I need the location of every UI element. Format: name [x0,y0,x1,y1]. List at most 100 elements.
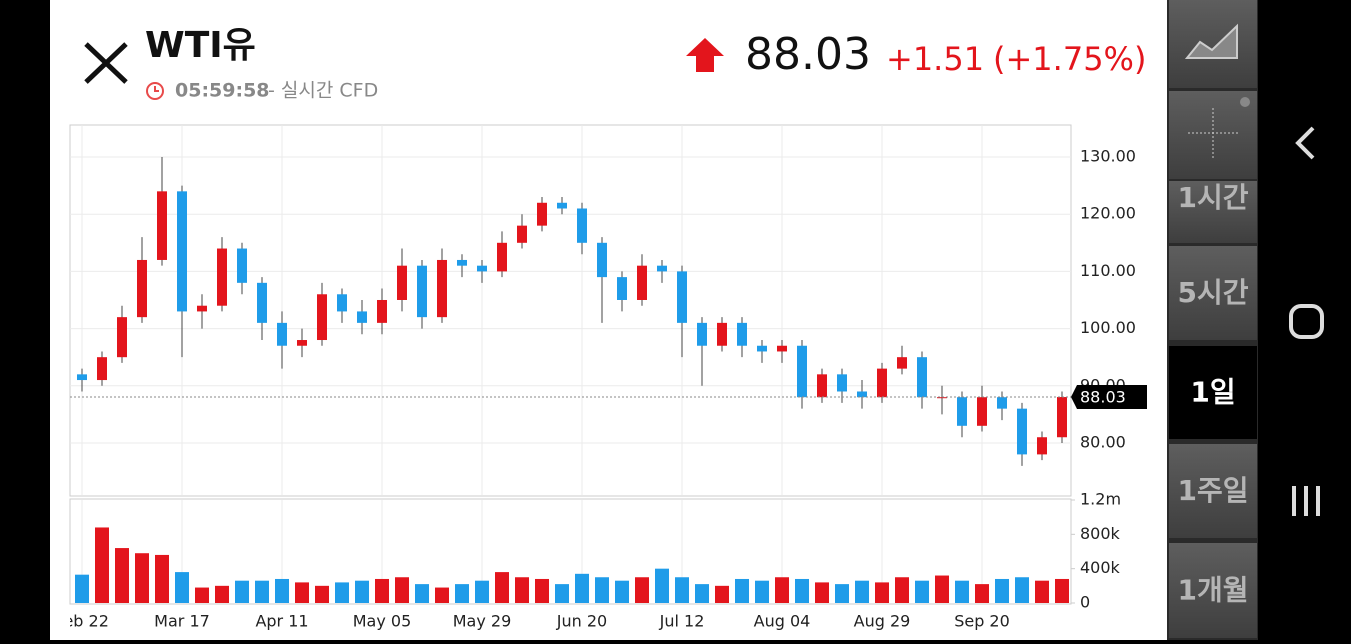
y-tick-label: 100.00 [1080,318,1136,337]
volume-bar [735,578,749,603]
volume-bar [295,582,309,603]
volume-bar [115,548,129,603]
candle-body [557,202,567,209]
volume-bar [855,580,869,603]
volume-bar [355,580,369,603]
nav-home[interactable] [1289,304,1324,339]
volume-bar [215,585,229,603]
price-tag [1071,385,1147,410]
volume-bar [395,577,409,603]
volume-bar [335,582,349,603]
volume-bar [675,577,689,603]
volume-bar [375,578,389,603]
candle-body [957,397,967,426]
candle-body [157,191,167,260]
candle-body [697,322,707,346]
candle-body [837,374,847,392]
candle-body [217,248,227,306]
candle-body [77,374,87,381]
volume-bar [715,585,729,603]
candle-body [797,345,807,398]
interval-button[interactable] [1169,346,1257,439]
nav-back[interactable] [1295,126,1315,160]
volume-bar [755,580,769,603]
candle-body [637,265,647,300]
interval-label: 1시간 [1177,181,1248,214]
candle-body [377,299,387,323]
clock-icon [146,82,164,100]
candle-body [177,191,187,312]
y-axes: 80.0090.00100.00110.00120.00130.000400k8… [1071,147,1147,612]
x-tick-label: Sep 20 [954,612,1010,631]
close-button[interactable] [84,42,128,84]
candle-body [337,294,347,312]
volume-bar [515,577,529,603]
x-tick-label: Aug 29 [854,612,911,631]
candle-body [977,397,987,426]
candle-body [777,345,787,352]
candle-body [917,357,927,398]
volume-tick-label: 1.2m [1080,490,1121,509]
interval-label: 5시간 [1177,276,1248,309]
x-tick-label: Apr 11 [255,612,308,631]
interval-button[interactable] [1169,181,1257,243]
volume-bar [195,587,209,603]
x-tick-label: Jun 20 [556,612,607,631]
volume-bar [555,584,569,603]
candle-body [317,294,327,341]
candle-body [1057,397,1067,438]
indicator-dot [1240,97,1250,107]
volume-bar [895,577,909,603]
candle-body [577,208,587,243]
volume-bar [615,580,629,603]
candle-body [937,397,947,399]
candle-body [877,368,887,398]
candle-body [857,391,867,398]
chart-icon [1184,23,1238,59]
candle-body [117,317,127,358]
candle-body [517,225,527,243]
y-tick-label: 120.00 [1080,204,1136,223]
interval-label: 1일 [1190,376,1235,409]
interval-label: 1개월 [1177,574,1248,607]
price-frame [69,124,1072,497]
volume-bar [995,578,1009,603]
interval-button[interactable] [1169,543,1257,638]
y-tick-label: 80.00 [1080,432,1126,451]
clock-hands [154,86,159,92]
candle-body [677,271,687,323]
candle-body [497,242,507,272]
volume-bar [535,578,549,603]
volume-bar [795,578,809,603]
candle-body [737,322,747,346]
volume-bar [815,582,829,603]
volume-bar [155,554,169,603]
candle-body [897,357,907,369]
candle-body [237,248,247,283]
candle-body [757,345,767,352]
candle-body [297,340,307,346]
volume-tick-label: 800k [1080,524,1121,543]
volume-bar [1015,577,1029,603]
volume-bar [875,582,889,603]
interval-button[interactable] [1169,246,1257,340]
volume-tick-label: 400k [1080,558,1121,577]
volume-bar [175,572,189,603]
volume-bar [835,584,849,603]
volume-bar [235,580,249,603]
volume-bar [435,587,449,603]
volume-bar [575,573,589,603]
x-tick-label: May 29 [453,612,512,631]
candle-body [437,259,447,318]
y-tick-label: 130.00 [1080,147,1136,166]
price-plot [70,125,1071,495]
candle-body [1017,408,1027,455]
chart-type-button[interactable] [1169,0,1257,88]
interval-button[interactable] [1169,444,1257,538]
crosshair-icon [1188,108,1238,158]
x-tick-label: Jul 12 [659,612,705,631]
nav-recent[interactable] [1292,486,1320,516]
volume-bar [935,575,949,603]
